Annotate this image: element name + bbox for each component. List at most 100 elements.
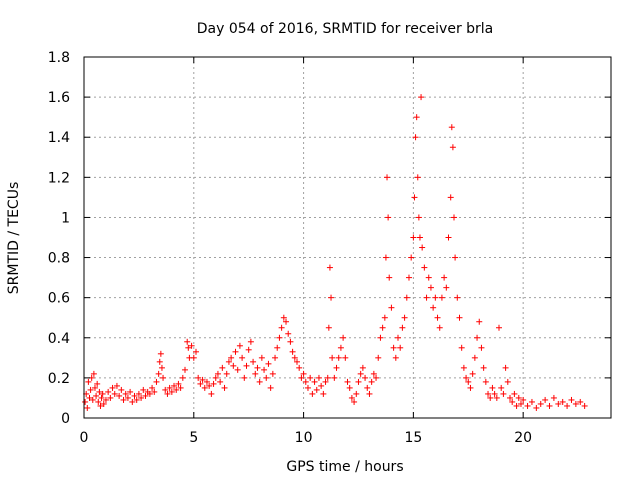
data-point [197,380,204,387]
data-point [377,334,384,341]
data-point [302,378,309,385]
data-point [322,378,329,385]
data-point [346,384,353,391]
data-point [460,364,467,371]
y-axis-label: SRMTID / TECUs [6,182,22,295]
data-point [99,390,106,397]
data-point [221,384,228,391]
data-point [278,324,285,331]
y-tick-label: 1.4 [48,130,70,146]
data-point [412,134,419,141]
data-point [504,378,511,385]
data-point [581,402,588,409]
data-point [311,378,318,385]
x-tick-label: 5 [189,430,198,446]
data-point [384,174,391,181]
data-point [415,214,422,221]
data-point [430,304,437,311]
data-point [230,362,237,369]
data-point [373,374,380,381]
data-point [97,402,104,409]
data-point [267,384,274,391]
data-point [184,338,191,345]
data-point [471,354,478,361]
data-point [344,378,351,385]
data-point [155,370,162,377]
data-point [445,234,452,241]
data-point [520,396,527,403]
data-point [166,384,173,391]
data-point [212,374,219,381]
y-tick-label: 1.2 [48,170,70,186]
data-point [474,334,481,341]
y-tick-label: 1 [61,210,70,226]
data-point [408,254,415,261]
data-point [111,390,118,397]
data-point [449,144,456,151]
data-point [448,124,455,131]
data-point [418,94,425,101]
x-axis-label: GPS time / hours [286,459,403,475]
data-point [201,384,208,391]
data-point [577,398,584,405]
data-point [423,294,430,301]
data-point [185,344,192,351]
data-point [452,254,459,261]
x-tick-label: 15 [404,430,422,446]
data-point [287,338,294,345]
data-point [175,380,182,387]
x-tick-label: 0 [80,430,89,446]
data-point [272,354,279,361]
data-point [517,400,524,407]
x-tick-labels: 0 5 10 15 20 [80,430,533,446]
data-point [381,314,388,321]
data-point [511,390,518,397]
data-point [403,294,410,301]
data-point [93,392,100,399]
data-point [95,398,102,405]
data-point [493,394,500,401]
data-point [500,390,507,397]
data-point [140,386,147,393]
data-point [289,348,296,355]
data-point [515,394,522,401]
data-point [340,334,347,341]
data-point [324,374,331,381]
data-point [419,244,426,251]
data-point [392,354,399,361]
y-tick-labels: 0 0.2 0.4 0.6 0.8 1 1.2 1.4 1.6 1.8 [48,50,70,427]
data-point [120,396,127,403]
data-point [555,400,562,407]
data-point [206,382,213,389]
data-point [300,370,307,377]
data-point [291,354,298,361]
data-point [283,318,290,325]
data-point [425,274,432,281]
data-point [160,374,167,381]
data-point [91,384,98,391]
data-point [190,354,197,361]
data-point [109,384,116,391]
data-point [214,370,221,377]
data-point [182,366,189,373]
data-point [98,394,105,401]
axis-ticks [83,56,611,419]
data-point [351,398,358,405]
data-point [173,386,180,393]
data-point [82,398,89,405]
data-point [496,324,503,331]
data-point [127,388,134,395]
data-point [129,398,136,405]
data-point [87,386,94,393]
data-point [405,274,412,281]
data-point [118,386,125,393]
data-point [250,358,257,365]
data-point [550,394,557,401]
data-point [142,392,149,399]
y-tick-label: 0.2 [48,371,70,387]
data-point [353,390,360,397]
data-point [164,390,171,397]
x-tick-label: 10 [295,430,313,446]
data-point [411,194,418,201]
data-point [325,324,332,331]
